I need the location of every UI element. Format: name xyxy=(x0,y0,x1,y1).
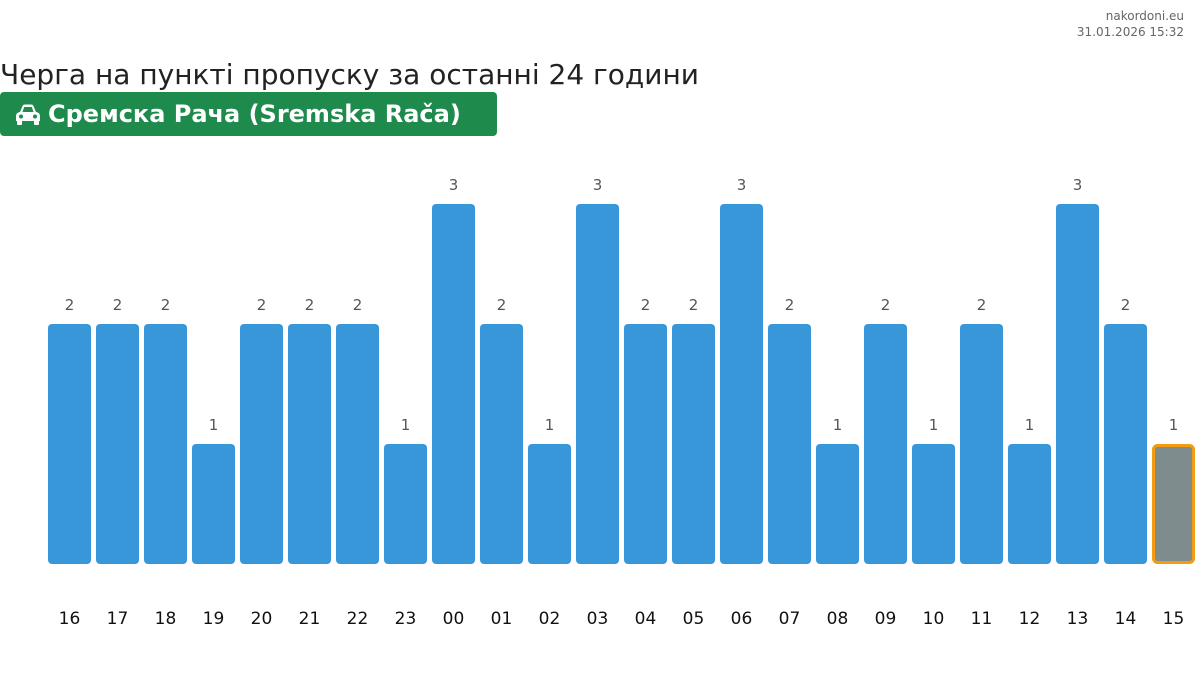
checkpoint-badge: Сремска Рача (Sremska Rača) xyxy=(0,92,497,136)
x-tick-label: 19 xyxy=(203,609,225,629)
bar-value-label: 2 xyxy=(65,296,75,314)
bar-hour-07 xyxy=(768,324,811,564)
bar-value-label: 1 xyxy=(833,416,843,434)
x-tick-label: 21 xyxy=(299,609,321,629)
x-tick-label: 01 xyxy=(491,609,513,629)
bar-value-label: 1 xyxy=(1169,416,1179,434)
x-tick-label: 07 xyxy=(779,609,801,629)
bar-value-label: 2 xyxy=(113,296,123,314)
brand-timestamp: 31.01.2026 15:32 xyxy=(1076,25,1184,39)
bar-value-label: 2 xyxy=(161,296,171,314)
x-tick-label: 12 xyxy=(1019,609,1041,629)
page-title: Черга на пункті пропуску за останні 24 г… xyxy=(0,58,699,91)
bar-value-label: 3 xyxy=(593,176,603,194)
bar-hour-17 xyxy=(96,324,139,564)
bar-value-label: 2 xyxy=(497,296,507,314)
bar-value-label: 3 xyxy=(737,176,747,194)
bar-hour-13 xyxy=(1056,204,1099,564)
x-tick-label: 22 xyxy=(347,609,369,629)
bar-hour-09 xyxy=(864,324,907,564)
x-tick-label: 18 xyxy=(155,609,177,629)
bar-value-label: 3 xyxy=(1073,176,1083,194)
x-tick-label: 00 xyxy=(443,609,465,629)
x-tick-label: 23 xyxy=(395,609,417,629)
bar-hour-03 xyxy=(576,204,619,564)
x-tick-label: 09 xyxy=(875,609,897,629)
x-tick-label: 13 xyxy=(1067,609,1089,629)
bar-value-label: 2 xyxy=(881,296,891,314)
bar-hour-21 xyxy=(288,324,331,564)
brand-block: nakordoni.eu 31.01.2026 15:32 xyxy=(1077,8,1184,40)
bar-value-label: 2 xyxy=(641,296,651,314)
bar-hour-20 xyxy=(240,324,283,564)
bar-value-label: 1 xyxy=(545,416,555,434)
x-tick-label: 17 xyxy=(107,609,129,629)
bar-value-label: 1 xyxy=(1025,416,1035,434)
bar-value-label: 2 xyxy=(1121,296,1131,314)
car-icon xyxy=(16,104,40,125)
x-tick-label: 08 xyxy=(827,609,849,629)
checkpoint-name: Сремска Рача (Sremska Rača) xyxy=(48,100,461,128)
x-tick-label: 03 xyxy=(587,609,609,629)
bar-hour-16 xyxy=(48,324,91,564)
bar-hour-04 xyxy=(624,324,667,564)
x-tick-label: 11 xyxy=(971,609,993,629)
bar-hour-19 xyxy=(192,444,235,564)
bar-value-label: 2 xyxy=(689,296,699,314)
x-tick-label: 16 xyxy=(59,609,81,629)
bar-hour-14 xyxy=(1104,324,1147,564)
bar-value-label: 1 xyxy=(401,416,411,434)
x-tick-label: 15 xyxy=(1163,609,1185,629)
bar-hour-05 xyxy=(672,324,715,564)
bar-hour-08 xyxy=(816,444,859,564)
bar-hour-22 xyxy=(336,324,379,564)
x-tick-label: 20 xyxy=(251,609,273,629)
bar-value-label: 1 xyxy=(929,416,939,434)
x-tick-label: 14 xyxy=(1115,609,1137,629)
brand-site: nakordoni.eu xyxy=(1105,9,1184,23)
bar-hour-23 xyxy=(384,444,427,564)
bar-value-label: 3 xyxy=(449,176,459,194)
bar-hour-02 xyxy=(528,444,571,564)
bar-hour-12 xyxy=(1008,444,1051,564)
bar-value-label: 2 xyxy=(785,296,795,314)
bar-value-label: 2 xyxy=(257,296,267,314)
bar-hour-01 xyxy=(480,324,523,564)
bar-value-label: 2 xyxy=(305,296,315,314)
bar-value-label: 2 xyxy=(353,296,363,314)
x-tick-label: 06 xyxy=(731,609,753,629)
bar-hour-18 xyxy=(144,324,187,564)
bar-hour-00 xyxy=(432,204,475,564)
x-tick-label: 04 xyxy=(635,609,657,629)
bar-value-label: 2 xyxy=(977,296,987,314)
bar-value-label: 1 xyxy=(209,416,219,434)
x-tick-label: 02 xyxy=(539,609,561,629)
bar-hour-06 xyxy=(720,204,763,564)
bar-hour-10 xyxy=(912,444,955,564)
bar-hour-11 xyxy=(960,324,1003,564)
x-tick-label: 10 xyxy=(923,609,945,629)
x-tick-label: 05 xyxy=(683,609,705,629)
bar-current-hour xyxy=(1152,444,1195,564)
